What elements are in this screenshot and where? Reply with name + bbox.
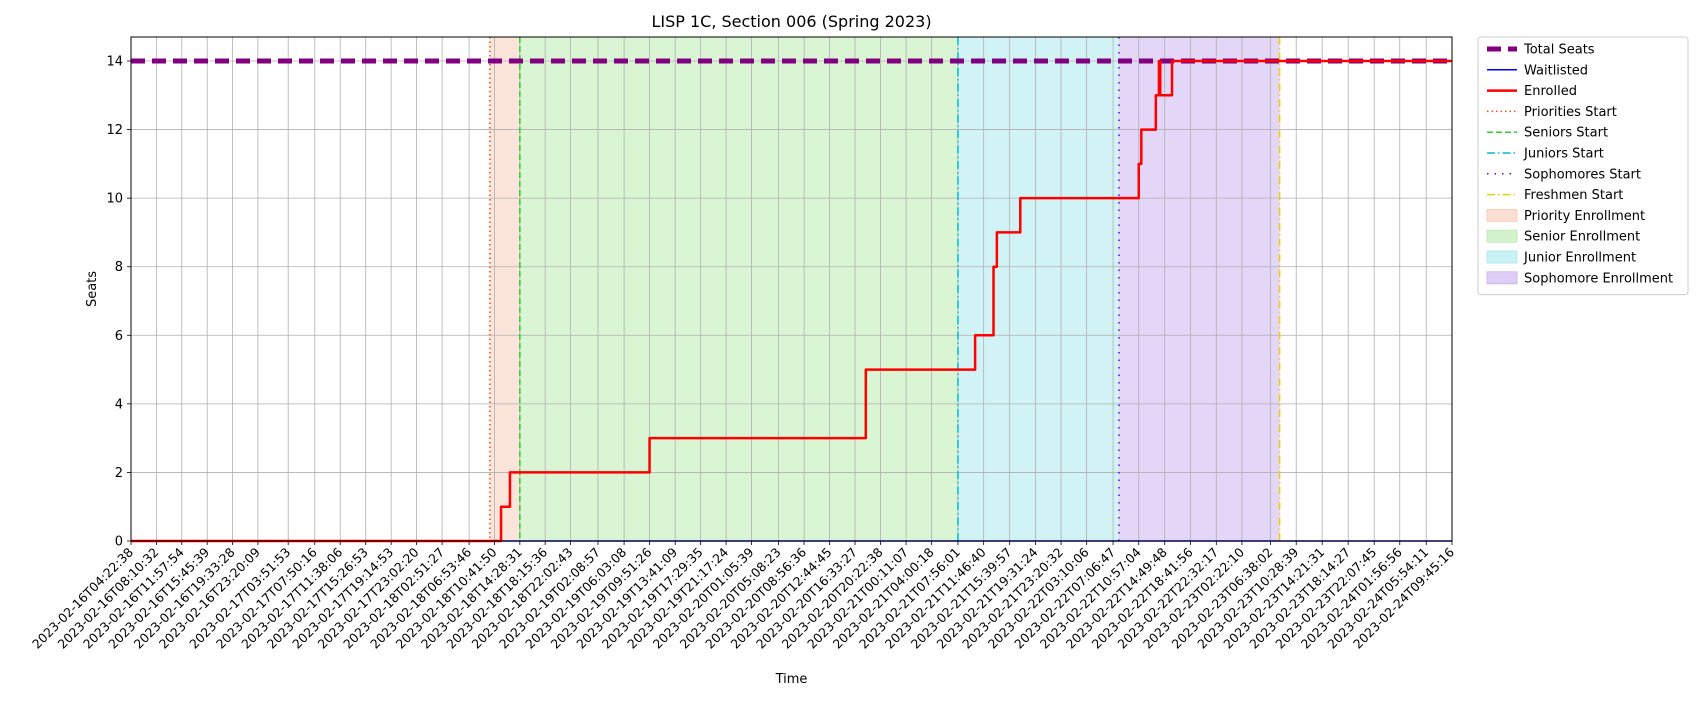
shaded-region [519, 37, 958, 541]
legend-box [1477, 36, 1689, 296]
x-axis-label: Time [775, 672, 808, 687]
shaded-region [1119, 37, 1280, 541]
legend-label: Sophomore Enrollment [1524, 271, 1673, 286]
shaded-regions [489, 37, 1280, 541]
legend-label: Enrolled [1524, 84, 1577, 99]
y-tick-label: 4 [115, 397, 123, 412]
legend-swatch [1486, 208, 1518, 222]
y-tick-label: 2 [115, 466, 123, 481]
legend-swatch [1486, 229, 1518, 243]
legend-label: Priorities Start [1524, 105, 1617, 120]
legend-label: Junior Enrollment [1523, 251, 1636, 266]
legend-label: Sophomores Start [1524, 167, 1641, 182]
y-tick-label: 12 [106, 123, 123, 138]
x-axis: 2023-02-16T04:22:382023-02-16T08:10:3220… [29, 541, 1457, 652]
y-tick-label: 8 [115, 260, 123, 275]
legend-label: Senior Enrollment [1524, 230, 1640, 245]
legend-swatch [1486, 250, 1518, 264]
grid-lines [130, 37, 1453, 542]
legend: Total Seats Waitlisted Enrolled Priorities … [1477, 36, 1689, 296]
legend-label: Total Seats [1523, 43, 1595, 58]
y-tick-label: 6 [115, 329, 123, 344]
y-axis-label: Seats [85, 271, 100, 307]
shaded-region [957, 37, 1120, 541]
y-axis: 0 2 4 6 8 10 12 14 [106, 55, 131, 550]
plot-frame [130, 36, 1453, 542]
y-tick-label: 14 [106, 55, 123, 70]
legend-label: Priority Enrollment [1524, 209, 1645, 224]
legend-swatch [1486, 271, 1518, 285]
legend-label: Juniors Start [1523, 147, 1604, 162]
y-tick-label: 0 [115, 535, 123, 550]
phase-start-lines [489, 37, 1281, 541]
legend-label: Seniors Start [1524, 126, 1608, 141]
chart-title: LISP 1C, Section 006 (Spring 2023) [651, 12, 931, 31]
legend-label: Freshmen Start [1524, 188, 1623, 203]
series-line [131, 59, 1452, 543]
y-tick-label: 10 [106, 192, 123, 207]
legend-label: Waitlisted [1524, 63, 1588, 78]
